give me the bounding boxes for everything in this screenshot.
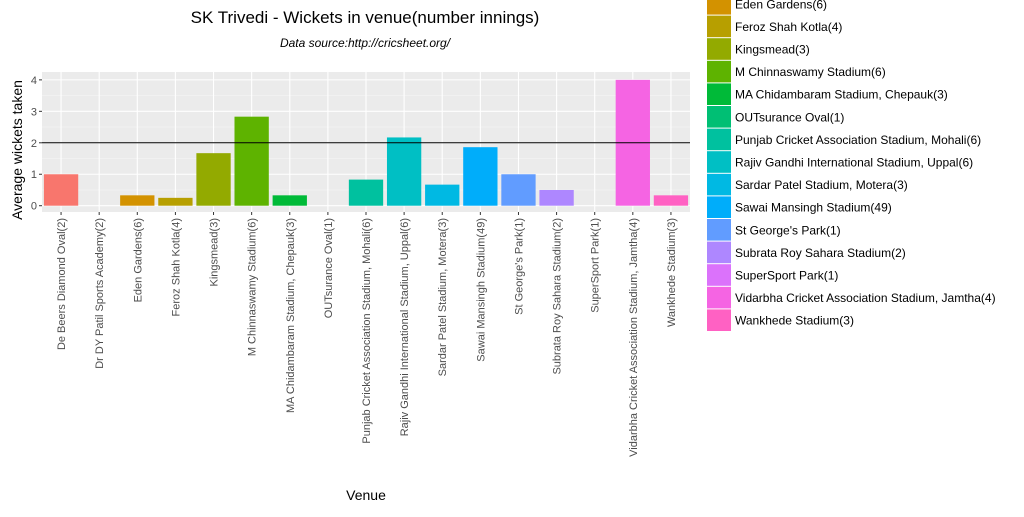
chart-title: SK Trivedi - Wickets in venue(number inn… (191, 8, 540, 27)
legend-label: Wankhede Stadium(3) (735, 314, 854, 328)
bar (386, 137, 422, 206)
bar (272, 195, 307, 206)
legend-key (707, 219, 731, 241)
y-tick-label: 1 (31, 169, 37, 181)
legend-key (707, 128, 731, 151)
bar (501, 174, 536, 206)
bar (234, 116, 269, 206)
chart-subtitle: Data source:http://cricsheet.org/ (280, 36, 452, 50)
x-axis: De Beers Diamond Oval(2) Dr DY Patil Spor… (56, 212, 678, 457)
y-axis: 0 1 2 3 4 (31, 75, 42, 213)
x-tick-label: Feroz Shah Kotla(4) (170, 218, 182, 316)
x-tick-label: M Chinnaswamy Stadium(6) (247, 218, 259, 356)
x-tick-label: Sardar Patel Stadium, Motera(3) (437, 218, 449, 376)
legend-label: Rajiv Gandhi International Stadium, Uppa… (735, 156, 973, 170)
legend-key (707, 286, 731, 309)
x-tick-label: Kingsmead(3) (209, 218, 221, 286)
y-axis-label: Average wickets taken (9, 80, 25, 220)
legend-label: Feroz Shah Kotla(4) (735, 20, 842, 34)
x-tick-label: Vidarbha Cricket Association Stadium, Ja… (628, 218, 640, 457)
y-tick-label: 0 (31, 201, 37, 213)
x-tick-label: Sawai Mansingh Stadium(49) (475, 218, 487, 362)
legend-label: OUTsurance Oval(1) (735, 110, 844, 124)
x-tick-label: OUTsurance Oval(1) (323, 218, 335, 318)
bar-layer (43, 79, 689, 206)
bar (158, 197, 193, 206)
legend-label: SuperSport Park(1) (735, 269, 838, 283)
x-tick-label: Rajiv Gandhi International Stadium, Uppa… (399, 218, 411, 436)
legend-key (707, 106, 731, 128)
legend-label: M Chinnaswamy Stadium(6) (735, 65, 886, 79)
bar (425, 184, 460, 206)
x-tick-label: De Beers Diamond Oval(2) (56, 218, 68, 350)
legend-key (707, 0, 731, 15)
legend-key (707, 309, 731, 331)
y-tick-label: 4 (31, 75, 37, 87)
legend-key (707, 15, 731, 38)
legend-label: Eden Gardens(6) (735, 0, 827, 11)
x-tick-label: Dr DY Patil Sports Academy(2) (94, 218, 106, 369)
legend-key (707, 60, 731, 83)
x-tick-label: Punjab Cricket Association Stadium, Moha… (361, 218, 373, 444)
legend-key (707, 264, 731, 286)
legend: Eden Gardens(6) Feroz Shah Kotla(4) Kingsm… (707, 0, 996, 331)
x-tick-label: Subrata Roy Sahara Stadium(2) (552, 218, 564, 375)
bar (120, 195, 155, 206)
legend-key (707, 38, 731, 60)
x-axis-label: Venue (346, 487, 386, 503)
legend-label: Kingsmead(3) (735, 43, 810, 57)
legend-key (707, 151, 731, 173)
x-tick-label: MA Chidambaram Stadium, Chepauk(3) (285, 218, 297, 413)
bar (539, 189, 574, 206)
legend-label: Sawai Mansingh Stadium(49) (735, 201, 892, 215)
x-tick-label: Eden Gardens(6) (132, 218, 144, 302)
legend-label: MA Chidambaram Stadium, Chepauk(3) (735, 88, 948, 102)
bar (196, 153, 231, 206)
legend-key (707, 196, 731, 218)
legend-key (707, 241, 731, 264)
bar (43, 174, 79, 206)
x-tick-label: SuperSport Park(1) (590, 218, 602, 313)
legend-label: St George's Park(1) (735, 223, 841, 237)
legend-label: Vidarbha Cricket Association Stadium, Ja… (735, 291, 996, 305)
y-tick-label: 2 (31, 138, 37, 150)
x-tick-label: Wankhede Stadium(3) (666, 218, 678, 327)
bar (348, 179, 384, 206)
legend-label: Sardar Patel Stadium, Motera(3) (735, 178, 908, 192)
legend-key (707, 173, 731, 196)
legend-label: Punjab Cricket Association Stadium, Moha… (735, 133, 981, 147)
y-tick-label: 3 (31, 106, 37, 118)
bar (463, 147, 498, 206)
bar (653, 195, 689, 206)
legend-key (707, 83, 731, 105)
x-tick-label: St George's Park(1) (513, 218, 525, 315)
legend-label: Subrata Roy Sahara Stadium(2) (735, 246, 906, 260)
